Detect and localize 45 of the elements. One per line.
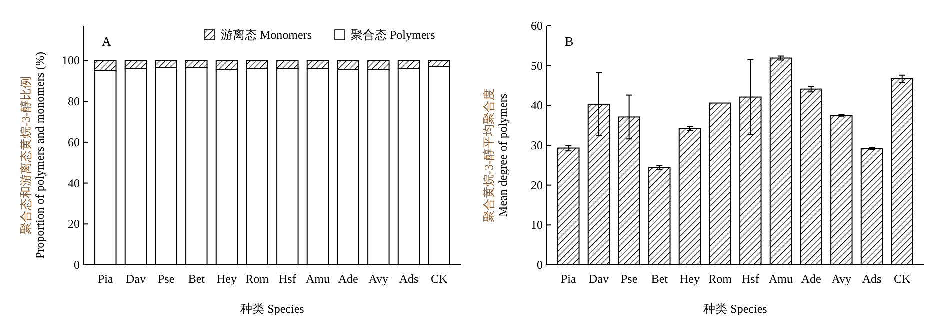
- x-tick-label: Ads: [399, 272, 420, 286]
- annotation: A: [102, 34, 112, 49]
- x-tick-label: Ade: [338, 272, 358, 286]
- x-tick-label: Avy: [368, 272, 389, 286]
- y-tick-label: 0: [537, 258, 543, 272]
- y-tick-label: 20: [68, 217, 80, 232]
- y-tick-label: 100: [62, 54, 80, 68]
- x-tick-label: Ads: [862, 272, 882, 286]
- x-tick-label: CK: [894, 272, 912, 286]
- y-tick-label: 0: [74, 258, 80, 272]
- x-tick-label: Hey: [216, 272, 237, 286]
- x-tick-label: Pia: [98, 272, 114, 286]
- y-tick-label: 40: [68, 176, 80, 190]
- x-tick-label: Rom: [708, 272, 733, 286]
- y-tick-label: 40: [531, 98, 543, 113]
- y-tick-label: 60: [531, 19, 543, 33]
- x-tick-label: Avy: [832, 272, 852, 286]
- y-tick-label: 80: [68, 94, 80, 109]
- x-tick-label: Pia: [560, 272, 577, 286]
- x-tick-label: Hsf: [278, 272, 296, 286]
- x-tick-label: Pse: [620, 272, 638, 286]
- x-tick-label: Dav: [588, 272, 609, 286]
- x-axis-title: 种类 Species: [704, 302, 768, 316]
- x-axis-title: 种类 Species: [240, 302, 305, 316]
- x-tick-label: Amu: [769, 272, 794, 286]
- x-tick-label: Dav: [126, 272, 146, 286]
- x-tick-label: Hsf: [742, 272, 760, 286]
- y-tick-label: 60: [68, 135, 80, 150]
- x-tick-label: Hey: [680, 272, 700, 286]
- y-tick-label: 20: [531, 178, 543, 192]
- y-tick-label: 50: [531, 58, 543, 73]
- annotation: B: [565, 34, 574, 49]
- x-tick-label: Bet: [651, 272, 669, 286]
- legend-label: 游离态 Monomers: [221, 28, 312, 42]
- y-axis-title: 聚合态和游离态黄烷-3-醇比例 Proportion of polymers and monomers (%): [19, 52, 47, 259]
- x-tick-label: Bet: [188, 272, 206, 286]
- x-tick-label: Rom: [246, 272, 270, 286]
- x-tick-label: Pse: [158, 272, 175, 286]
- y-tick-label: 10: [531, 218, 543, 232]
- legend-label: 聚合态 Polymers: [351, 28, 436, 42]
- y-tick-label: 30: [531, 138, 543, 152]
- x-tick-label: Amu: [306, 272, 330, 286]
- x-tick-label: CK: [431, 272, 448, 286]
- y-axis-title: 聚合黄烷-3-醇平均聚合度 Mean degree of polymers: [482, 88, 510, 222]
- x-tick-label: Ade: [801, 272, 822, 286]
